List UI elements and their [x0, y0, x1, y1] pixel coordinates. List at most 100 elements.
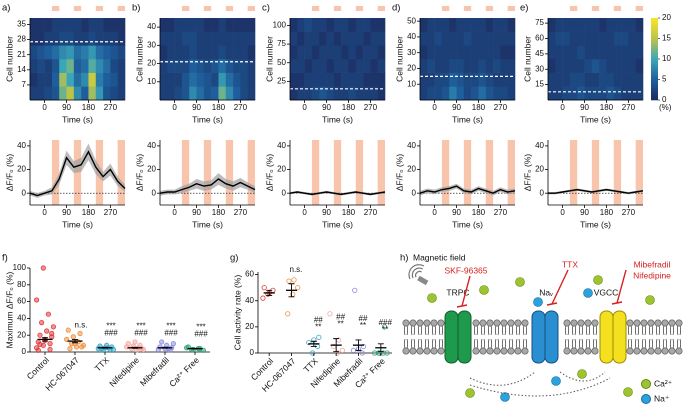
heatmap-cell	[621, 31, 629, 46]
lipid-head	[500, 319, 508, 327]
heatmap-cell	[478, 31, 487, 46]
heatmap-cell	[225, 45, 234, 60]
inhibitor-line	[551, 269, 569, 305]
channel	[612, 310, 627, 364]
heatmap-cell	[110, 18, 118, 32]
lipid-tail	[411, 338, 415, 349]
y-axis-label: Cell number	[394, 36, 404, 82]
lipid-head	[507, 347, 515, 355]
heatmap-cell	[203, 72, 212, 87]
significance-label: ***	[106, 321, 115, 330]
heatmap-cell	[103, 31, 111, 46]
heatmap-cell	[196, 86, 205, 101]
lipid-head	[430, 319, 438, 327]
heatmap-cell	[290, 45, 298, 60]
heatmap-cell	[211, 72, 219, 87]
inhibitor-label: Mibefradil	[634, 259, 671, 269]
data-point	[33, 297, 40, 303]
inhibitor-label: Nifedipine	[633, 270, 671, 280]
heatmap-cell	[160, 45, 168, 60]
heatmap-cell	[297, 86, 305, 101]
y-axis-label: Cell number	[522, 36, 532, 82]
trace-line	[289, 191, 386, 196]
heatmap-cell	[449, 31, 457, 46]
stimulus-bar	[225, 6, 234, 11]
flow-arrow	[469, 377, 611, 397]
colorbar-segment	[651, 50, 658, 54]
heatmap-cell	[59, 86, 67, 101]
stimulus-bar	[569, 6, 578, 11]
heatmap-cell	[628, 45, 636, 60]
significance-label: ***	[196, 322, 205, 331]
y-tick-label: 75	[535, 18, 544, 27]
heatmap-cell	[117, 72, 126, 87]
heatmap-cell	[326, 59, 335, 73]
heatmap-cell	[471, 18, 479, 32]
heatmap-cell	[471, 86, 479, 101]
channel	[599, 310, 614, 364]
heatmap-cell	[160, 59, 168, 73]
heatmap-cell	[348, 31, 357, 46]
lipid-tail	[663, 338, 667, 349]
heatmap-cell	[370, 59, 378, 73]
stimulus-bar	[117, 140, 125, 205]
y-tick-label: 60	[245, 270, 254, 279]
stimulus-bar	[591, 6, 600, 11]
significance-label: **	[338, 320, 344, 329]
heatmap-cell	[456, 72, 465, 87]
lipid-tail	[523, 338, 527, 349]
heatmap-cell	[591, 72, 600, 87]
heatmap-cell	[555, 31, 563, 46]
colorbar-label: (%)	[659, 103, 672, 112]
x-tick-label: 0	[302, 208, 307, 217]
lipid-tail	[670, 325, 674, 336]
heatmap-cell	[167, 45, 175, 60]
lipid-head	[500, 347, 508, 355]
y-tick-label: 20	[407, 165, 416, 174]
heatmap-cell	[218, 18, 227, 32]
heatmap-cell	[485, 18, 494, 32]
error-bar	[377, 343, 384, 353]
x-axis-label: Time (s)	[452, 219, 483, 229]
heatmap-cell	[449, 18, 457, 32]
heatmap-cell	[548, 59, 556, 73]
error-bar	[192, 347, 198, 350]
lipid-tail	[509, 325, 513, 336]
x-tick-label: 90	[192, 208, 201, 217]
error-bar	[132, 346, 138, 349]
heatmap-cell	[167, 31, 175, 46]
heatmap-cell	[577, 59, 585, 73]
lipid-head	[423, 347, 431, 355]
heatmap-cell	[196, 45, 205, 60]
stimulus-bar	[377, 140, 385, 205]
error-bar	[333, 338, 340, 353]
y-axis-label: ΔF/F₀ (%)	[522, 154, 532, 192]
lipid-head	[416, 319, 424, 327]
y-tick-label: 40	[17, 141, 26, 150]
heatmap-cell	[493, 31, 501, 46]
colorbar-segment	[651, 18, 658, 21]
heatmap-cell	[218, 59, 227, 73]
lipid-tail	[488, 325, 492, 336]
heatmap-cell	[73, 31, 82, 46]
heatmap-cell	[311, 59, 320, 73]
heatmap-cell	[88, 18, 97, 32]
heatmap-cell	[441, 59, 450, 73]
lipid-tail	[432, 325, 436, 336]
heatmap-cell	[478, 18, 487, 32]
heatmap-cell	[584, 72, 593, 87]
heatmap-cell	[319, 31, 327, 46]
significance-label: ###	[164, 328, 178, 337]
heatmap-cell	[427, 86, 435, 101]
inhibitor-label: TTX	[562, 259, 578, 269]
significance-label: **	[315, 322, 321, 331]
heatmap-cell	[174, 18, 183, 32]
heatmap-cell	[348, 72, 357, 87]
heatmap-cell	[507, 45, 516, 60]
heatmap-cell	[493, 18, 501, 32]
data-point	[352, 287, 358, 293]
y-tick-label: 0	[250, 348, 255, 357]
heatmap-cell	[370, 18, 378, 32]
heatmap-cell	[341, 31, 349, 46]
y-tick-label: 20	[535, 165, 544, 174]
